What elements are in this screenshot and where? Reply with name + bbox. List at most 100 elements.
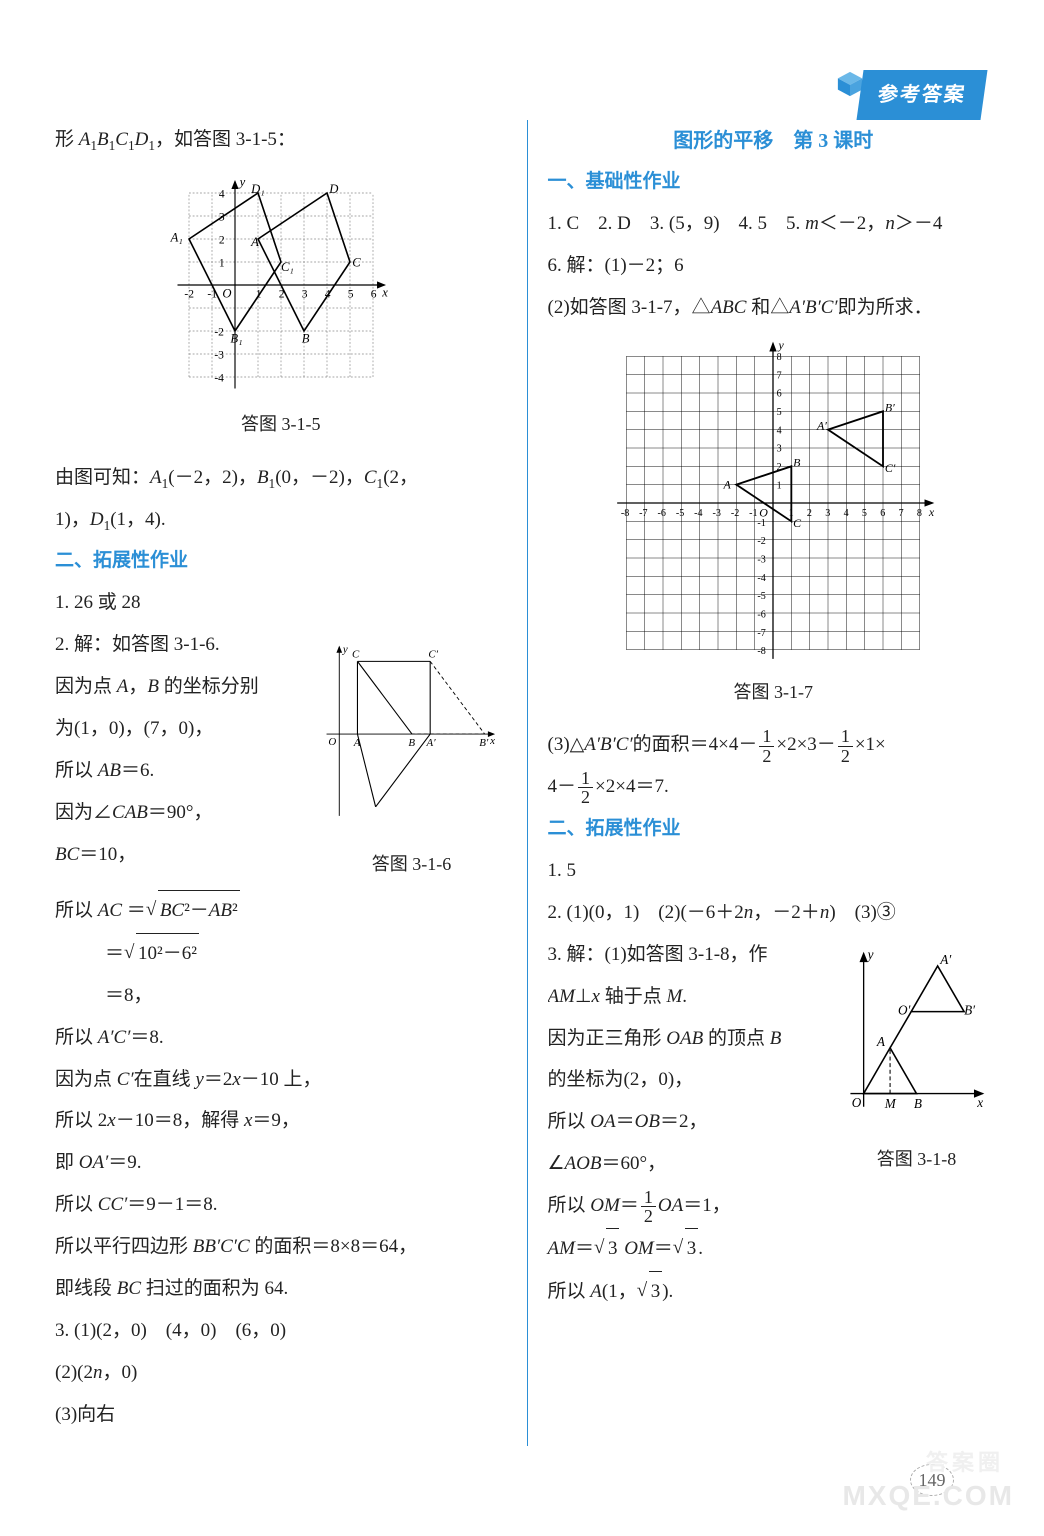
svg-text:4: 4 bbox=[219, 188, 225, 200]
svg-text:-7: -7 bbox=[758, 627, 766, 638]
svg-text:B′: B′ bbox=[964, 1002, 976, 1017]
r-s2-a2: 2. (1)(0，1) (2)(－6＋2n，－2＋n) (3)③ bbox=[548, 893, 1000, 933]
l2-ac2: ＝10²－6² bbox=[55, 933, 507, 974]
svg-text:-5: -5 bbox=[676, 507, 684, 518]
svg-text:A: A bbox=[723, 477, 732, 491]
svg-text:-2: -2 bbox=[758, 536, 766, 547]
svg-text:3: 3 bbox=[777, 443, 782, 454]
left-after-fig1b: 1)，D1(1，4). bbox=[55, 500, 507, 540]
svg-text:B′: B′ bbox=[885, 400, 895, 414]
svg-text:-2: -2 bbox=[731, 507, 739, 518]
svg-text:B: B bbox=[914, 1096, 922, 1111]
r-s2-last: 所以 A(1，3). bbox=[548, 1271, 1000, 1312]
svg-text:C′: C′ bbox=[885, 460, 896, 474]
content-columns: 形 A1B1C1D1，如答图 3-1-5： bbox=[55, 120, 999, 1446]
svg-text:O: O bbox=[852, 1095, 862, 1110]
r-s1-l2: 6. 解：(1)－2；6 bbox=[548, 246, 1000, 286]
r-s2-am: AM＝3 OM＝3. bbox=[548, 1228, 1000, 1269]
svg-text:-1: -1 bbox=[207, 289, 217, 301]
svg-text:1: 1 bbox=[789, 507, 794, 518]
svg-text:5: 5 bbox=[862, 507, 867, 518]
svg-text:3: 3 bbox=[219, 211, 225, 223]
l2-ac1: 所以 AC ＝BC²－AB² bbox=[55, 890, 507, 931]
svg-text:C: C bbox=[793, 515, 802, 529]
svg-text:C₁: C₁ bbox=[281, 260, 294, 274]
svg-text:1: 1 bbox=[219, 257, 225, 269]
svg-text:O: O bbox=[222, 287, 231, 301]
svg-text:-3: -3 bbox=[214, 349, 224, 361]
svg-text:5: 5 bbox=[777, 407, 782, 418]
l2-sweep: 即线段 BC 扫过的面积为 64. bbox=[55, 1269, 507, 1309]
svg-text:4: 4 bbox=[777, 425, 782, 436]
r-s2-a1: 1. 5 bbox=[548, 851, 1000, 891]
l2-area: 所以平行四边形 BB′C′C 的面积＝8×8＝64， bbox=[55, 1227, 507, 1267]
svg-text:C: C bbox=[352, 649, 360, 661]
svg-text:6: 6 bbox=[777, 388, 782, 399]
svg-text:B₁: B₁ bbox=[230, 331, 242, 345]
svg-text:-6: -6 bbox=[658, 507, 666, 518]
left-ans-2-1: 1. 26 或 28 bbox=[55, 583, 507, 623]
column-divider bbox=[527, 120, 528, 1446]
svg-text:y: y bbox=[341, 644, 347, 656]
l2-cc: 所以 CC′＝9－1＝8. bbox=[55, 1185, 507, 1225]
svg-text:A′: A′ bbox=[425, 737, 436, 749]
svg-text:y: y bbox=[237, 175, 245, 189]
svg-text:6: 6 bbox=[370, 289, 376, 301]
svg-text:A₁: A₁ bbox=[169, 230, 182, 244]
l2-ac3: ＝8， bbox=[55, 976, 507, 1016]
svg-text:3: 3 bbox=[826, 507, 831, 518]
svg-text:x: x bbox=[976, 1095, 983, 1110]
fig-3-1-8-caption: 答图 3-1-8 bbox=[834, 1141, 999, 1179]
svg-text:2: 2 bbox=[278, 289, 284, 301]
r-s1-l3: (2)如答图 3-1-7，△ABC 和△A′B′C′即为所求． bbox=[548, 288, 1000, 328]
svg-text:2: 2 bbox=[219, 234, 225, 246]
svg-text:-1: -1 bbox=[758, 517, 766, 528]
svg-text:-3: -3 bbox=[758, 554, 766, 565]
svg-text:4: 4 bbox=[844, 507, 849, 518]
r-s2-om: 所以 OM＝12OA＝1， bbox=[548, 1186, 1000, 1226]
figure-3-1-5: x y A₁ B₁ C₁ D₁ A B C D O -2-1 12 34 56 bbox=[55, 170, 507, 450]
svg-text:7: 7 bbox=[899, 507, 904, 518]
right-sec2-title: 二、拓展性作业 bbox=[548, 809, 1000, 849]
svg-text:-4: -4 bbox=[758, 572, 766, 583]
left-item2-block: xy O AB A′B′ CC′ 答图 3-1-6 2. 解：如答图 3-1-6… bbox=[55, 625, 507, 890]
svg-text:2: 2 bbox=[777, 462, 782, 473]
fig-3-1-7-caption: 答图 3-1-7 bbox=[548, 674, 1000, 712]
figure-3-1-6: xy O AB A′B′ CC′ 答图 3-1-6 bbox=[317, 625, 507, 890]
svg-text:-5: -5 bbox=[758, 591, 766, 602]
svg-text:2: 2 bbox=[807, 507, 812, 518]
left-after-fig1: 由图可知：A1(－2，2)，B1(0，－2)，C1(2， bbox=[55, 458, 507, 498]
l2-cline: 因为点 C′在直线 y＝2x－10 上， bbox=[55, 1060, 507, 1100]
r-q3-l1: (3)△A′B′C′的面积＝4×4－12×2×3－12×1× bbox=[548, 725, 1000, 765]
svg-text:8: 8 bbox=[777, 352, 782, 363]
l2-solve: 所以 2x－10＝8，解得 x＝9， bbox=[55, 1101, 507, 1141]
fig-3-1-6-caption: 答图 3-1-6 bbox=[317, 846, 507, 884]
svg-text:B′: B′ bbox=[479, 737, 489, 749]
figure-3-1-7: xy O ABC A′B′C′ -8-7-6 -5-4-3 -2-1 123 4… bbox=[548, 338, 1000, 718]
svg-text:-8: -8 bbox=[758, 646, 766, 657]
right-item3-block: xy OMB A O′B′A′ 答图 3-1-8 3. 解：(1)如答图 3-1… bbox=[548, 935, 1000, 1186]
svg-text:x: x bbox=[381, 285, 388, 299]
svg-text:-6: -6 bbox=[758, 609, 766, 620]
fig-3-1-7-svg: xy O ABC A′B′C′ -8-7-6 -5-4-3 -2-1 123 4… bbox=[583, 338, 963, 668]
svg-text:M: M bbox=[884, 1096, 897, 1111]
fig-3-1-5-caption: 答图 3-1-5 bbox=[55, 406, 507, 444]
svg-text:A: A bbox=[250, 235, 259, 249]
svg-text:-4: -4 bbox=[214, 372, 224, 384]
svg-text:-2: -2 bbox=[214, 326, 224, 338]
svg-text:1: 1 bbox=[255, 289, 261, 301]
svg-text:A: A bbox=[876, 1034, 886, 1049]
left-sec2-title: 二、拓展性作业 bbox=[55, 541, 507, 581]
fig-3-1-6-svg: xy O AB A′B′ CC′ bbox=[317, 625, 507, 825]
svg-text:7: 7 bbox=[777, 370, 782, 381]
svg-text:8: 8 bbox=[917, 507, 922, 518]
svg-text:O′: O′ bbox=[898, 1002, 912, 1017]
l2-3-3: (3)向右 bbox=[55, 1395, 507, 1435]
watermark-en: MXQE.COM bbox=[842, 1467, 1014, 1526]
svg-text:4: 4 bbox=[324, 289, 330, 301]
svg-text:C: C bbox=[352, 255, 361, 269]
svg-text:B: B bbox=[301, 331, 309, 345]
svg-text:-8: -8 bbox=[621, 507, 629, 518]
left-top-line: 形 A1B1C1D1，如答图 3-1-5： bbox=[55, 120, 507, 160]
fig-3-1-8-svg: xy OMB A O′B′A′ bbox=[834, 935, 999, 1120]
